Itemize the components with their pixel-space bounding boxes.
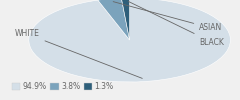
- Wedge shape: [98, 0, 130, 40]
- Legend: 94.9%, 3.8%, 1.3%: 94.9%, 3.8%, 1.3%: [9, 79, 117, 94]
- Wedge shape: [121, 0, 130, 40]
- Text: WHITE: WHITE: [15, 30, 142, 78]
- Text: BLACK: BLACK: [128, 1, 224, 46]
- Text: ASIAN: ASIAN: [113, 2, 222, 32]
- Wedge shape: [29, 0, 230, 82]
